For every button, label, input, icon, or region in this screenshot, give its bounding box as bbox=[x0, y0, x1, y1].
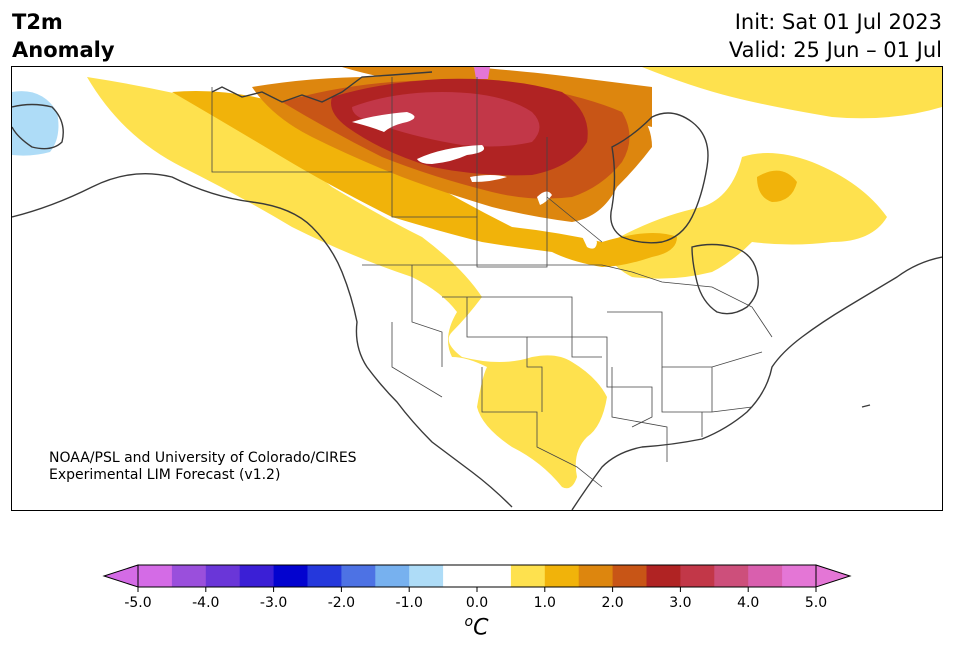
colorbar-swatch bbox=[714, 565, 749, 587]
title-line-variable: T2m bbox=[12, 10, 63, 34]
init-date: Init: Sat 01 Jul 2023 bbox=[734, 10, 942, 34]
colorbar-swatch bbox=[239, 565, 275, 587]
colorbar-units: oC bbox=[0, 614, 953, 640]
colorbar-swatch bbox=[646, 565, 681, 587]
colorbar-tick-label: 5.0 bbox=[805, 595, 827, 611]
warm-anomaly-6 bbox=[352, 92, 540, 147]
warm-anomaly-1-east bbox=[602, 153, 887, 279]
colorbar-swatch bbox=[748, 565, 783, 587]
colorbar-swatch bbox=[273, 565, 308, 587]
colorbar-tick-label: -5.0 bbox=[124, 595, 151, 611]
colorbar: -5.0 -4.0 -3.0 -2.0 -1.0 0.0 1.0 2.0 3.0 4.0 5.0 bbox=[102, 564, 852, 611]
great-slave-lake bbox=[417, 145, 485, 164]
colorbar-under-arrow bbox=[102, 564, 139, 588]
colorbar-swatch bbox=[544, 565, 580, 587]
colorbar-swatch bbox=[138, 565, 173, 587]
great-bear-lake bbox=[352, 112, 415, 132]
forecast-dates: Init: Sat 01 Jul 2023 Valid: 25 Jun – 01… bbox=[729, 8, 942, 64]
colorbar-swatch bbox=[612, 565, 647, 587]
lake-athabasca bbox=[470, 175, 507, 182]
colorbar-swatch bbox=[341, 565, 376, 587]
political-boundaries bbox=[211, 77, 773, 488]
credit-line-2: Experimental LIM Forecast (v1.2) bbox=[49, 467, 281, 483]
colorbar-swatch bbox=[510, 565, 546, 587]
colorbar-swatch bbox=[409, 565, 444, 587]
credit-line-1: NOAA/PSL and University of Colorado/CIRE… bbox=[49, 450, 357, 466]
colorbar-tick-label: 2.0 bbox=[601, 595, 623, 611]
units-degree: o bbox=[464, 614, 474, 630]
colorbar-tick-label: -3.0 bbox=[260, 595, 287, 611]
colorbar-tick-label: -2.0 bbox=[328, 595, 355, 611]
map-title: T2m Anomaly bbox=[12, 8, 115, 64]
colorbar-swatch bbox=[205, 565, 241, 587]
colorbar-tick-label: 0.0 bbox=[466, 595, 488, 611]
warm-anomaly-peak bbox=[474, 67, 490, 79]
colorbar-swatch bbox=[375, 565, 410, 587]
colorbar-tick-label: -4.0 bbox=[192, 595, 219, 611]
lake-winnipeg-south bbox=[580, 230, 597, 249]
credit-text: NOAA/PSL and University of Colorado/CIRE… bbox=[49, 450, 357, 484]
cold-anomaly-alaska bbox=[12, 91, 59, 156]
anomaly-map bbox=[11, 66, 943, 511]
colorbar-swatch bbox=[443, 565, 478, 587]
colorbar-swatch bbox=[782, 565, 817, 587]
colorbar-swatch bbox=[578, 565, 614, 587]
coastlines bbox=[12, 71, 942, 510]
colorbar-tick-label: 1.0 bbox=[534, 595, 556, 611]
lake-winnipeg bbox=[537, 191, 552, 205]
colorbar-swatch bbox=[171, 565, 207, 587]
colorbar-tick-label: 3.0 bbox=[669, 595, 691, 611]
map-canvas bbox=[12, 67, 942, 510]
warm-anomaly-2-east bbox=[757, 170, 797, 202]
colorbar-tick-label: 4.0 bbox=[737, 595, 759, 611]
title-line-field: Anomaly bbox=[12, 38, 115, 62]
colorbar-over-arrow bbox=[815, 564, 852, 588]
valid-dates: Valid: 25 Jun – 01 Jul bbox=[728, 38, 942, 62]
warm-anomaly-1-north bbox=[642, 67, 942, 119]
warm-anomaly-1 bbox=[87, 77, 607, 489]
colorbar-swatch bbox=[307, 565, 342, 587]
units-celsius: C bbox=[473, 615, 489, 641]
warm-anomaly-2 bbox=[172, 91, 677, 267]
colorbar-swatch bbox=[477, 565, 512, 587]
colorbar-tick-label: -1.0 bbox=[396, 595, 423, 611]
colorbar-swatch bbox=[680, 565, 715, 587]
